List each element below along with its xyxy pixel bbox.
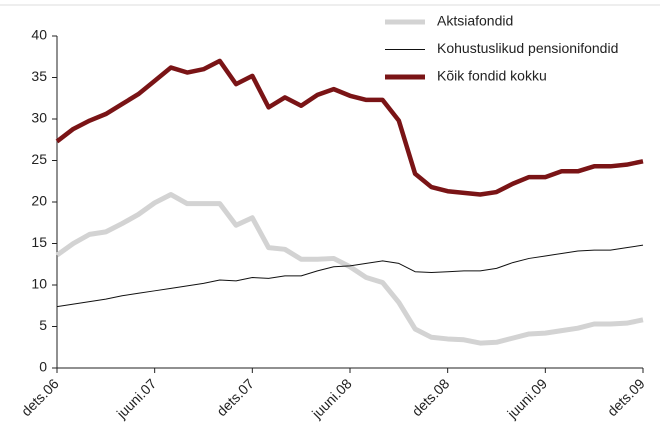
y-tick-label: 40 — [31, 27, 47, 43]
y-tick-label: 0 — [39, 359, 47, 375]
y-tick-label: 5 — [39, 317, 47, 333]
legend-label: Kõik fondid kokku — [437, 68, 547, 84]
x-tick-label: juuni.09 — [503, 375, 550, 422]
legend-label: Aktsiafondid — [437, 13, 513, 29]
y-tick-label: 35 — [31, 68, 47, 84]
x-tick-label: dets.07 — [213, 375, 257, 419]
y-tick-label: 10 — [31, 276, 47, 292]
y-tick-label: 15 — [31, 234, 47, 250]
y-tick-label: 30 — [31, 110, 47, 126]
x-tick-label: juuni.08 — [308, 375, 355, 422]
legend-label: Kohustuslikud pensionifondid — [437, 40, 618, 56]
line-series — [55, 192, 644, 346]
x-tick-label: dets.08 — [409, 375, 453, 419]
line-series — [56, 244, 644, 308]
x-tick-label: dets.06 — [18, 375, 62, 419]
line-series — [55, 58, 644, 197]
x-tick-label: dets.09 — [604, 375, 648, 419]
y-tick-label: 25 — [31, 151, 47, 167]
x-tick-label: juuni.07 — [113, 375, 160, 422]
y-tick-label: 20 — [31, 193, 47, 209]
